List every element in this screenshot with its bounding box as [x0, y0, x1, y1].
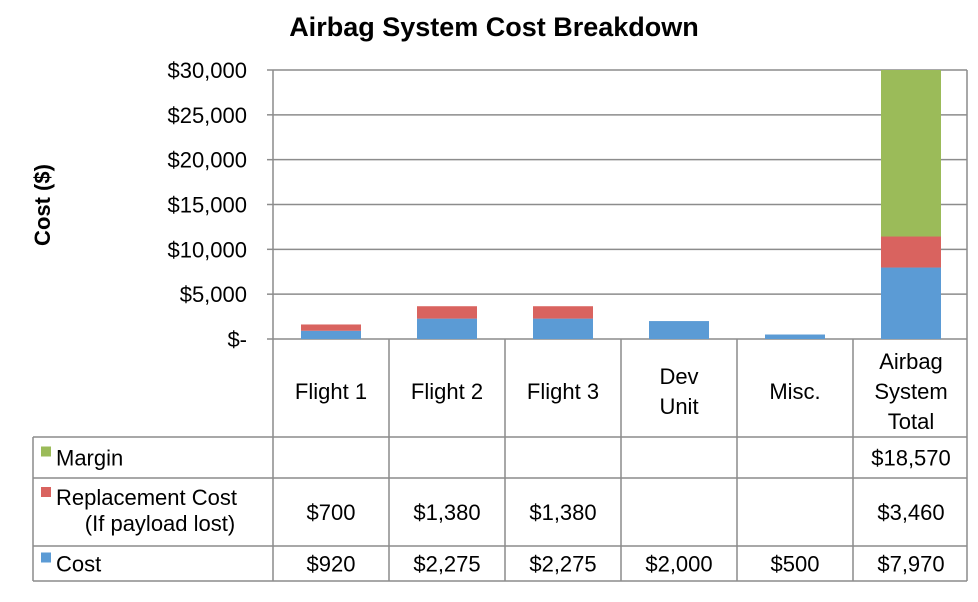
- table-value: $700: [307, 500, 356, 525]
- category-label: Misc.: [769, 379, 820, 404]
- category-label: Flight 3: [527, 379, 599, 404]
- table-value: $1,380: [529, 500, 596, 525]
- y-tick-label: $30,000: [167, 58, 247, 83]
- bar-segment: [649, 321, 709, 339]
- bar-segment: [881, 236, 941, 268]
- bars: [301, 70, 941, 339]
- legend-key: [41, 552, 51, 563]
- series-name: Cost: [56, 552, 101, 577]
- y-axis-label: Cost ($): [30, 164, 55, 246]
- table-value: $18,570: [871, 446, 951, 471]
- chart-title: Airbag System Cost Breakdown: [289, 12, 699, 42]
- bar-segment: [881, 70, 941, 237]
- legend-key: [41, 487, 51, 497]
- y-tick-label: $20,000: [167, 148, 247, 173]
- y-tick-label: $15,000: [167, 193, 247, 218]
- category-label: Dev Unit: [659, 364, 698, 419]
- table-value: $2,000: [645, 552, 712, 577]
- bar-segment: [301, 330, 361, 339]
- gridlines: [267, 69, 968, 340]
- table-value: $500: [771, 552, 820, 577]
- data-table: Flight 1 Flight 2 Flight 3 Dev Unit Misc. Airb…: [32, 339, 968, 582]
- series-name: Margin: [56, 446, 123, 471]
- bar-segment: [533, 306, 593, 319]
- y-tick-label: $5,000: [180, 282, 247, 307]
- table-value: $920: [307, 552, 356, 577]
- bar-segment: [533, 318, 593, 339]
- bar-segment: [417, 318, 477, 339]
- table-value: $3,460: [877, 500, 944, 525]
- y-tick-labels: $30,000 $25,000 $20,000 $15,000 $10,000 $5,00…: [167, 58, 247, 352]
- legend-key: [41, 446, 51, 457]
- table-value: $7,970: [877, 552, 944, 577]
- category-label: Airbag System Total: [874, 349, 947, 434]
- bar-segment: [765, 334, 825, 339]
- series-name: Replacement Cost (If payload lost): [56, 485, 237, 536]
- y-tick-label: $-: [227, 327, 247, 352]
- table-value: $2,275: [413, 552, 480, 577]
- y-tick-label: $10,000: [167, 237, 247, 262]
- table-value: $2,275: [529, 552, 596, 577]
- category-label: Flight 2: [411, 379, 483, 404]
- category-label: Flight 1: [295, 379, 367, 404]
- table-value: $1,380: [413, 500, 480, 525]
- bar-segment: [881, 267, 941, 339]
- bar-segment: [417, 306, 477, 319]
- y-tick-label: $25,000: [167, 103, 247, 128]
- bar-segment: [301, 324, 361, 331]
